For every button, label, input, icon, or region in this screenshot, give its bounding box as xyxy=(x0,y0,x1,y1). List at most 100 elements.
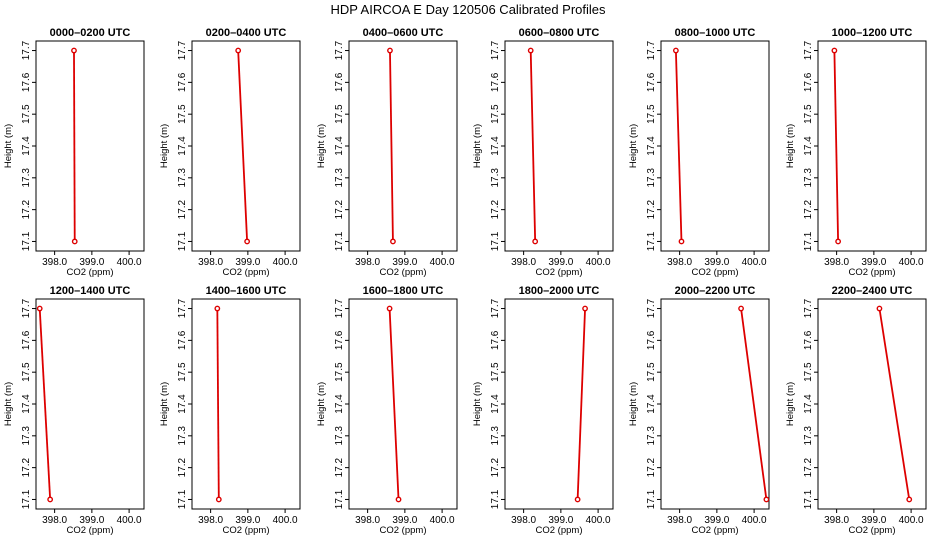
x-tick-label: 399.0 xyxy=(704,257,729,268)
y-tick-label: 17.4 xyxy=(490,394,501,414)
y-tick-label: 17.5 xyxy=(646,104,657,124)
panel-title: 1800–2000 UTC xyxy=(519,285,600,297)
y-tick-label: 17.7 xyxy=(803,298,814,318)
y-tick-label: 17.1 xyxy=(177,231,188,251)
y-tick-label: 17.4 xyxy=(334,136,345,156)
x-tick-label: 400.0 xyxy=(273,257,298,268)
data-point xyxy=(738,305,744,312)
x-tick-label: 399.0 xyxy=(861,515,886,526)
profile-line xyxy=(833,50,840,242)
profile-panel-1: 0000–0200 UTC 398.0 399.0 400.0 17.1 17.2 17.3… xyxy=(3,27,145,278)
y-tick-label: 17.4 xyxy=(21,394,32,414)
x-tick-label: 399.0 xyxy=(235,257,260,268)
y-tick-label: 17.3 xyxy=(21,168,32,188)
profile-line xyxy=(740,308,768,500)
x-tick-label: 400.0 xyxy=(273,515,298,526)
y-axis-label: Height (m) xyxy=(472,124,483,168)
y-tick-label: 17.3 xyxy=(334,426,345,446)
y-axis-label: Height (m) xyxy=(628,124,639,168)
x-axis-label: CO2 (ppm) xyxy=(692,267,739,278)
x-tick-label: 400.0 xyxy=(117,257,142,268)
y-tick-label: 17.2 xyxy=(21,199,32,219)
data-point xyxy=(214,305,221,312)
panel-title: 0200–0400 UTC xyxy=(206,27,287,39)
y-axis-label: Height (m) xyxy=(316,124,327,168)
y-tick-label: 17.7 xyxy=(646,40,657,60)
profile-line xyxy=(237,50,249,242)
data-point xyxy=(387,47,393,54)
y-tick-label: 17.7 xyxy=(177,298,188,318)
y-tick-label: 17.2 xyxy=(646,457,657,477)
x-tick-label: 399.0 xyxy=(548,515,573,526)
y-tick-label: 17.5 xyxy=(21,362,32,382)
profile-panel-12: 2200–2400 UTC 398.0 399.0 400.0 17.1 17.2 17.3… xyxy=(785,285,927,536)
x-tick-label: 398.0 xyxy=(511,515,536,526)
y-tick-label: 17.5 xyxy=(334,104,345,124)
y-tick-label: 17.7 xyxy=(21,298,32,318)
plot-frame xyxy=(35,298,145,510)
profile-panel-6: 1000–1200 UTC 398.0 399.0 400.0 17.1 17.2 17.3… xyxy=(785,27,927,278)
panel-title: 0000–0200 UTC xyxy=(50,27,131,39)
x-tick-label: 399.0 xyxy=(79,257,104,268)
profile-panel-4: 0600–0800 UTC 398.0 399.0 400.0 17.1 17.2 17.3… xyxy=(472,27,614,278)
x-axis-label: CO2 (ppm) xyxy=(849,267,896,278)
profile-line xyxy=(878,308,911,500)
x-tick-label: 398.0 xyxy=(824,257,849,268)
y-tick-label: 17.3 xyxy=(334,168,345,188)
x-tick-label: 400.0 xyxy=(117,515,142,526)
x-tick-label: 400.0 xyxy=(899,515,924,526)
y-tick-label: 17.7 xyxy=(803,40,814,60)
data-point xyxy=(36,305,43,312)
y-axis-label: Height (m) xyxy=(316,382,327,426)
profile-line xyxy=(529,50,537,242)
y-tick-label: 17.5 xyxy=(803,104,814,124)
y-tick-label: 17.2 xyxy=(490,199,501,219)
x-tick-label: 398.0 xyxy=(824,515,849,526)
data-point xyxy=(386,305,393,312)
panel-title: 0400–0600 UTC xyxy=(363,27,444,39)
profile-panel-11: 2000–2200 UTC 398.0 399.0 400.0 17.1 17.2 17.3… xyxy=(628,285,770,536)
profile-line xyxy=(674,50,683,242)
y-tick-label: 17.5 xyxy=(490,362,501,382)
y-tick-label: 17.7 xyxy=(490,298,501,318)
y-tick-label: 17.5 xyxy=(490,104,501,124)
y-tick-label: 17.6 xyxy=(177,330,188,350)
profile-panel-3: 0400–0600 UTC 398.0 399.0 400.0 17.1 17.2 17.3… xyxy=(316,27,458,278)
profile-panel-5: 0800–1000 UTC 398.0 399.0 400.0 17.1 17.2 17.3… xyxy=(628,27,770,278)
y-tick-label: 17.1 xyxy=(177,489,188,509)
y-tick-label: 17.1 xyxy=(21,231,32,251)
y-axis-label: Height (m) xyxy=(159,124,170,168)
data-point xyxy=(678,238,685,245)
y-tick-label: 17.3 xyxy=(490,168,501,188)
profile-panel-2: 0200–0400 UTC 398.0 399.0 400.0 17.1 17.2 17.3… xyxy=(159,27,301,278)
y-tick-label: 17.2 xyxy=(803,457,814,477)
x-tick-label: 398.0 xyxy=(42,515,67,526)
y-tick-label: 17.4 xyxy=(177,394,188,414)
y-tick-label: 17.6 xyxy=(490,330,501,350)
x-axis-label: CO2 (ppm) xyxy=(380,267,427,278)
x-tick-label: 398.0 xyxy=(355,515,380,526)
x-tick-label: 399.0 xyxy=(392,515,417,526)
plot-frame xyxy=(348,40,458,252)
x-tick-label: 398.0 xyxy=(198,257,223,268)
data-point xyxy=(582,305,588,312)
panel-title: 1200–1400 UTC xyxy=(50,285,131,297)
panel-title: 0800–1000 UTC xyxy=(675,27,756,39)
data-point xyxy=(71,47,77,54)
x-axis-label: CO2 (ppm) xyxy=(67,525,114,536)
x-axis-label: CO2 (ppm) xyxy=(223,525,270,536)
y-tick-label: 17.5 xyxy=(646,362,657,382)
y-tick-label: 17.5 xyxy=(334,362,345,382)
x-axis-label: CO2 (ppm) xyxy=(223,267,270,278)
x-tick-label: 399.0 xyxy=(704,515,729,526)
y-tick-label: 17.6 xyxy=(646,72,657,92)
y-tick-label: 17.4 xyxy=(334,394,345,414)
x-axis-label: CO2 (ppm) xyxy=(692,525,739,536)
y-tick-label: 17.7 xyxy=(490,40,501,60)
y-tick-label: 17.1 xyxy=(490,231,501,251)
y-tick-label: 17.4 xyxy=(21,136,32,156)
y-tick-label: 17.1 xyxy=(646,231,657,251)
x-tick-label: 400.0 xyxy=(586,515,611,526)
y-axis-label: Height (m) xyxy=(159,382,170,426)
